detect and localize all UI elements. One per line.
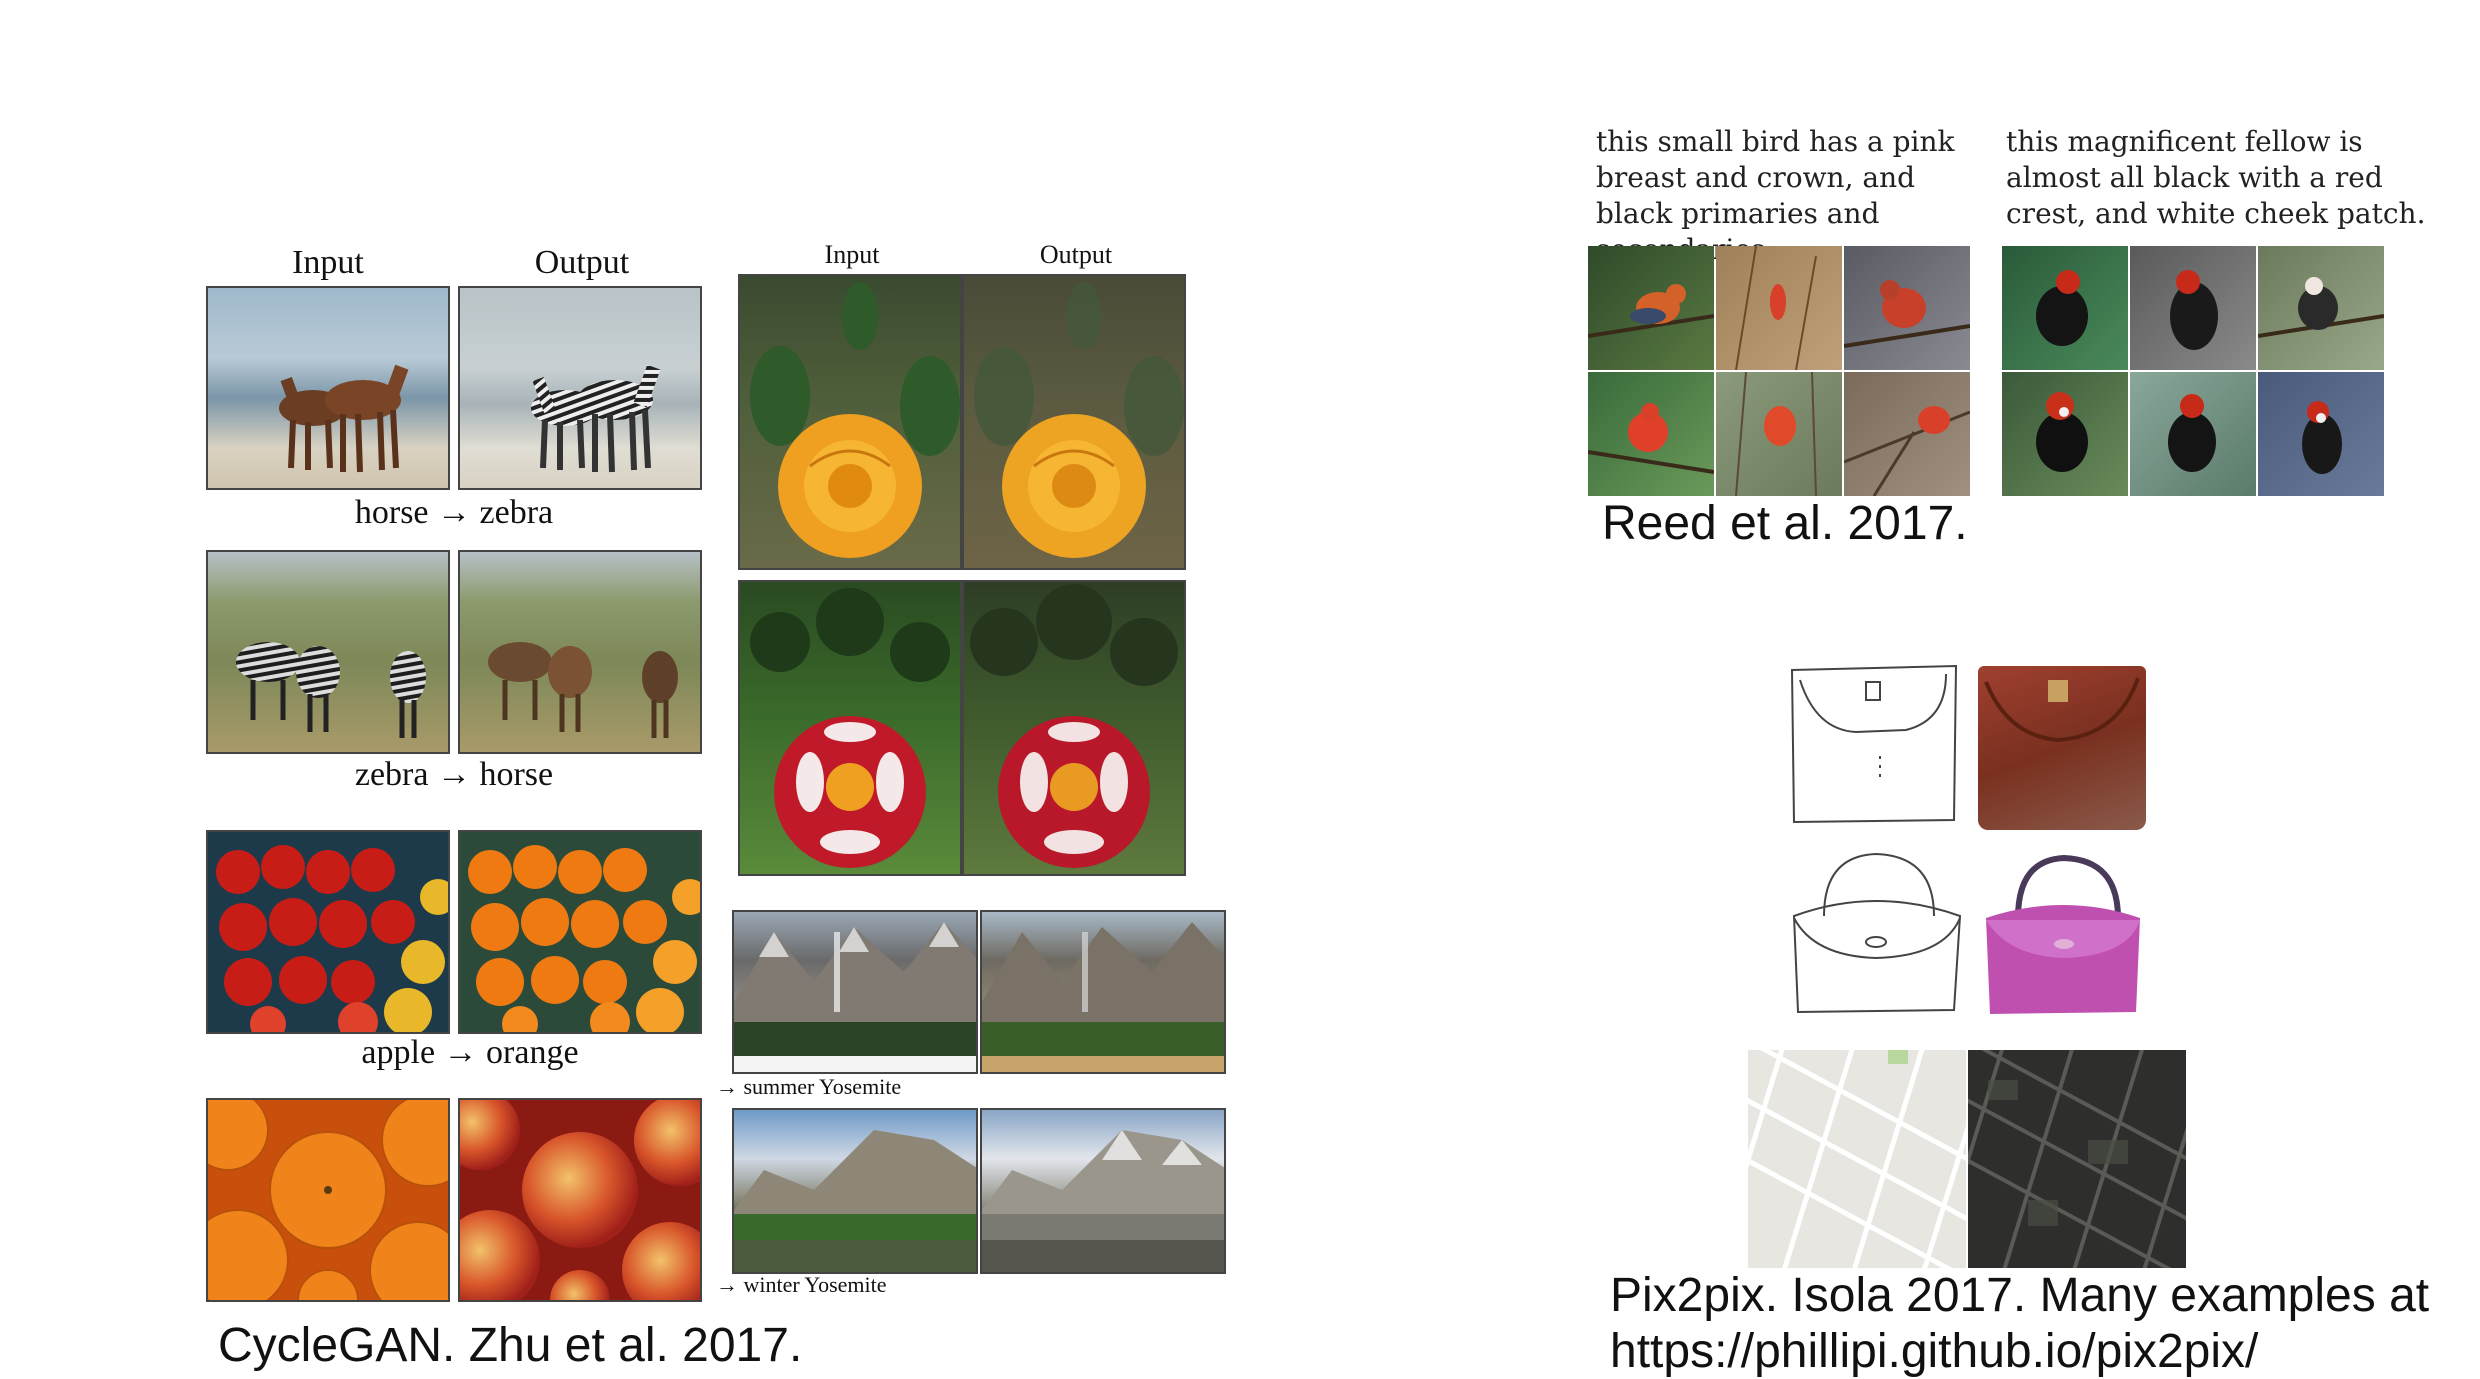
pix2pix-caption-line1: Pix2pix. Isola 2017. Many examples at	[1610, 1269, 2430, 1322]
apple-input-image	[206, 830, 450, 1034]
bird-cell	[2130, 372, 2256, 496]
reed-text-right: this magnificent fellow is almost all bl…	[2006, 125, 2426, 230]
map-image	[1748, 1050, 1966, 1268]
label-horse-zebra: horse → zebra	[354, 494, 554, 531]
reed-caption: Reed et al. 2017.	[1602, 497, 1968, 550]
orange-output-image	[458, 830, 702, 1034]
bird-cell	[1716, 372, 1842, 496]
rose-output-image	[962, 274, 1186, 570]
bird-cell	[1844, 372, 1970, 496]
zebra-output-image	[458, 286, 702, 490]
label-apple-orange: apple → orange	[361, 1034, 579, 1071]
bag-sketch-1	[1786, 660, 1966, 830]
aerial-image	[1968, 1050, 2186, 1268]
cg-header-input: Input	[292, 244, 364, 281]
yosemite-summer-input-image	[732, 1108, 978, 1274]
reed-bird-grid-right	[2002, 246, 2384, 498]
bag-sketch-2	[1784, 846, 1968, 1020]
bird-cell	[2002, 246, 2128, 370]
bird-cell	[2258, 246, 2384, 370]
label-summer-yosemite: → summer Yosemite	[716, 1074, 902, 1099]
yosemite-summer-output-image	[980, 910, 1226, 1074]
cyclegan-caption: CycleGAN. Zhu et al. 2017.	[218, 1319, 803, 1372]
apple-output-image	[458, 1098, 702, 1302]
reed-text-left: this small bird has a pink breast and cr…	[1596, 125, 1955, 266]
zebra-input-image	[206, 550, 450, 754]
bag-generated-2	[1978, 852, 2148, 1020]
horse-input-image	[206, 286, 450, 490]
bag-generated-1	[1978, 666, 2146, 830]
flower-output-image	[962, 580, 1186, 876]
bird-cell	[1588, 372, 1714, 496]
bird-cell	[1588, 246, 1714, 370]
cg-header-output: Output	[534, 244, 630, 281]
cg-header-output-2: Output	[1039, 240, 1113, 269]
flower-input-image	[738, 580, 962, 876]
bird-cell	[2002, 372, 2128, 496]
horse-output-image	[458, 550, 702, 754]
bird-cell	[1844, 246, 1970, 370]
bird-cell	[1716, 246, 1842, 370]
pix2pix-caption-line2: https://phillipi.github.io/pix2pix/	[1610, 1325, 2259, 1378]
rose-input-image	[738, 274, 962, 570]
label-winter-yosemite: → winter Yosemite	[716, 1272, 887, 1297]
label-zebra-horse: zebra → horse	[354, 756, 554, 793]
yosemite-winter-output-image	[980, 1108, 1226, 1274]
yosemite-winter-input-image	[732, 910, 978, 1074]
orange-input-image	[206, 1098, 450, 1302]
cg-header-input-2: Input	[824, 240, 880, 269]
reed-bird-grid-left	[1588, 246, 1970, 498]
bird-cell	[2258, 372, 2384, 496]
bird-cell	[2130, 246, 2256, 370]
